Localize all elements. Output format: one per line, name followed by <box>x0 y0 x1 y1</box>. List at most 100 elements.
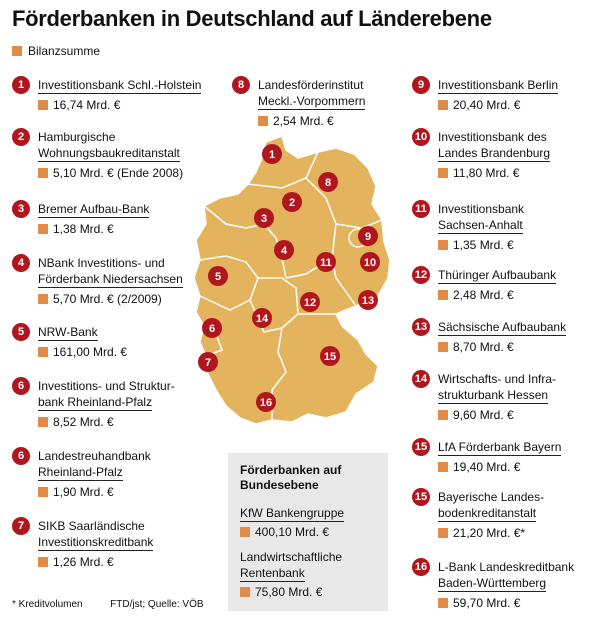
federal-name: Landwirtschaftliche Rentenbank <box>240 549 342 582</box>
value-swatch <box>240 587 250 597</box>
bank-name-line: Wirtschafts- und Infra- <box>438 372 557 386</box>
bank-value-text: 19,40 Mrd. € <box>453 460 521 474</box>
bank-value-text: 1,35 Mrd. € <box>453 238 514 252</box>
value-swatch <box>38 294 48 304</box>
footer: * Kreditvolumen FTD/jst; Quelle: VÖB <box>12 599 204 610</box>
federal-box: Förderbanken auf Bundesebene KfW Bankeng… <box>228 453 388 611</box>
bank-name-line: Bayerische Landes- <box>438 490 545 504</box>
bank-value-text: 16,74 Mrd. € <box>53 98 121 112</box>
bank-name-line: Investitionsbank Schl.-Holstein <box>38 78 202 94</box>
bank-name: NBank Investitions- und Förderbank Nieder… <box>38 255 183 288</box>
bank-value: 8,52 Mrd. € <box>38 415 114 429</box>
value-swatch <box>438 598 448 608</box>
map-badge-label: 12 <box>304 297 316 309</box>
bank-value-text: 5,10 Mrd. € (Ende 2008) <box>53 166 184 180</box>
bank-name: Investitionsbank des Landes Brandenburg <box>438 129 551 162</box>
bank-name: Hamburgische Wohnungsbaukreditanstalt <box>38 129 180 162</box>
bank-value-text: 2,54 Mrd. € <box>273 114 334 128</box>
bank-name-line: SIKB Saarländische <box>38 519 145 533</box>
value-swatch <box>438 528 448 538</box>
map-badge-label: 1 <box>269 149 275 161</box>
entry-number-badge: 9 <box>412 76 430 94</box>
map-badge-label: 16 <box>260 397 272 409</box>
bank-value-text: 161,00 Mrd. € <box>53 345 128 359</box>
bank-name-line: strukturbank Hessen <box>438 388 549 404</box>
map-badge <box>316 252 336 272</box>
map-badge <box>360 252 380 272</box>
bank-value: 59,70 Mrd. € <box>438 596 520 610</box>
bank-name-line: Baden-Württemberg <box>438 576 547 592</box>
map-badge <box>320 346 340 366</box>
bank-name: L-Bank Landeskreditbank Baden-Württemberg <box>438 559 574 592</box>
bank-name-line: Meckl.-Vorpommern <box>258 94 366 110</box>
bank-name-line: LfA Förderbank Bayern <box>438 440 562 456</box>
federal-name: KfW Bankengruppe <box>240 505 345 522</box>
federal-name-line: Rentenbank <box>240 566 305 582</box>
bank-value: 2,48 Mrd. € <box>438 288 514 302</box>
bank-name-line: Investitionskreditbank <box>38 535 154 551</box>
map-badge <box>202 318 222 338</box>
federal-value: 400,10 Mrd. € <box>240 525 329 539</box>
bank-name-line: Landes Brandenburg <box>438 146 551 162</box>
federal-heading-line: Bundesebene <box>240 478 319 492</box>
page-title: Förderbanken in Deutschland auf Ländereb… <box>12 6 492 31</box>
bank-value: 9,60 Mrd. € <box>438 408 514 422</box>
map-badge <box>198 352 218 372</box>
map-badge-label: 3 <box>261 213 267 225</box>
legend-label: Bilanzsumme <box>28 44 101 58</box>
value-swatch <box>438 168 448 178</box>
bank-value: 5,70 Mrd. € (2/2009) <box>38 292 162 306</box>
federal-value-text: 400,10 Mrd. € <box>255 525 330 539</box>
map-badge-label: 6 <box>209 323 215 335</box>
bank-value-text: 11,80 Mrd. € <box>453 166 520 180</box>
entry-number-badge: 16 <box>412 558 430 576</box>
bank-name-line: Rheinland-Pfalz <box>38 465 123 481</box>
map-badge <box>252 308 272 328</box>
value-swatch <box>38 224 48 234</box>
map-badge-label: 10 <box>364 257 376 269</box>
bank-value-text: 1,90 Mrd. € <box>53 485 114 499</box>
bank-value: 16,74 Mrd. € <box>38 98 120 112</box>
bank-name: SIKB Saarländische Investitionskreditbank <box>38 518 154 551</box>
value-swatch <box>438 410 448 420</box>
bank-value-text: 2,48 Mrd. € <box>453 288 514 302</box>
map-badge <box>262 144 282 164</box>
bank-name: Bremer Aufbau-Bank <box>38 201 150 218</box>
bank-value-text: 5,70 Mrd. € (2/2009) <box>53 292 162 306</box>
entry-number-badge: 15 <box>412 488 430 506</box>
map-badge <box>282 192 302 212</box>
bank-name-line: Investitionsbank des <box>438 130 547 144</box>
value-swatch <box>38 557 48 567</box>
bank-name: LfA Förderbank Bayern <box>438 439 562 456</box>
bank-name: Investitionsbank Berlin <box>438 77 559 94</box>
bank-value: 5,10 Mrd. € (Ende 2008) <box>38 166 183 180</box>
entry-number-badge: 10 <box>412 128 430 146</box>
map-badge-label: 8 <box>325 177 331 189</box>
bank-name-line: Landestreuhandbank <box>38 449 151 463</box>
bank-name: Investitions- und Struktur-bank Rheinlan… <box>38 378 175 411</box>
bank-name: NRW-Bank <box>38 324 98 341</box>
bank-value: 21,20 Mrd. €* <box>438 526 525 540</box>
entry-number-badge: 6 <box>12 447 30 465</box>
map-badge-label: 7 <box>205 357 211 369</box>
federal-name-line: Landwirtschaftliche <box>240 550 343 564</box>
bank-name-line: Investitionsbank Berlin <box>438 78 559 94</box>
bank-value: 1,90 Mrd. € <box>38 485 114 499</box>
map-badge <box>358 290 378 310</box>
bank-name: Investitionsbank Schl.-Holstein <box>38 77 202 94</box>
map-badge-label: 5 <box>215 271 221 283</box>
map-badge <box>254 208 274 228</box>
bank-value: 20,40 Mrd. € <box>438 98 520 112</box>
value-swatch <box>438 240 448 250</box>
bank-value-text: 59,70 Mrd. € <box>453 596 521 610</box>
value-swatch <box>38 100 48 110</box>
entry-number-badge: 7 <box>12 517 30 535</box>
source: FTD/jst; Quelle: VÖB <box>110 599 204 610</box>
entry-number-badge: 1 <box>12 76 30 94</box>
bank-name-line: Thüringer Aufbaubank <box>438 268 557 284</box>
entry-number-badge: 3 <box>12 200 30 218</box>
value-swatch <box>38 487 48 497</box>
entry-number-badge: 12 <box>412 266 430 284</box>
bank-name-line: NBank Investitions- und <box>38 256 165 270</box>
